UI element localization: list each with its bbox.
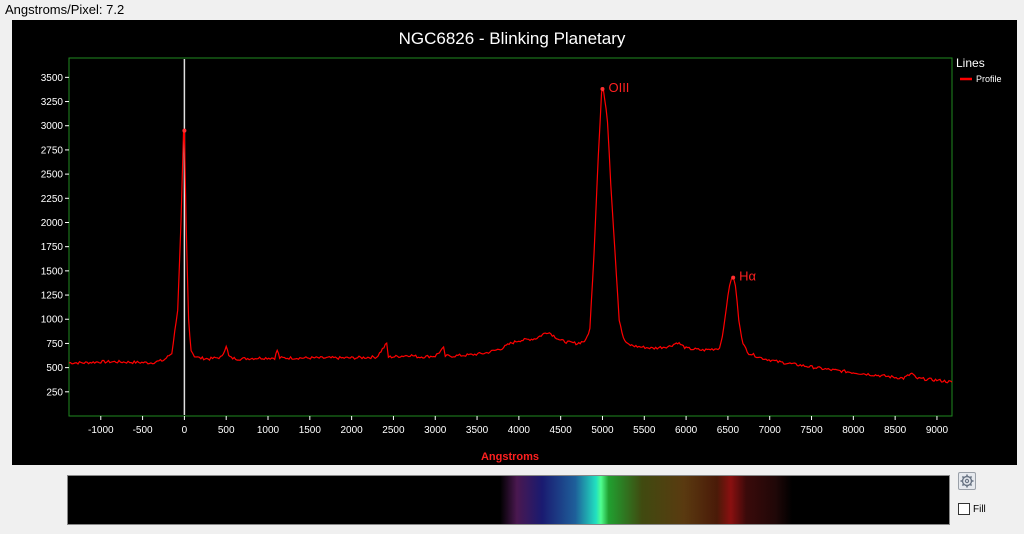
y-tick-label: 3500	[41, 73, 64, 84]
angstroms-per-pixel-label: Angstroms/Pixel: 7.2	[5, 2, 125, 17]
peak-marker	[600, 86, 605, 91]
y-tick-label: 3000	[41, 121, 64, 132]
peak-marker	[731, 275, 736, 280]
line-annotation: OIII	[608, 80, 629, 95]
y-tick-label: 250	[46, 387, 63, 398]
x-tick-label: 6500	[717, 425, 740, 436]
x-tick-label: 5000	[591, 425, 614, 436]
peak-marker	[182, 128, 187, 133]
x-tick-label: 5500	[633, 425, 656, 436]
x-tick-label: 2000	[341, 425, 364, 436]
y-tick-label: 1000	[41, 315, 64, 326]
line-annotation: Hα	[739, 269, 756, 284]
x-tick-label: 9000	[926, 425, 949, 436]
x-tick-label: -500	[133, 425, 153, 436]
x-tick-label: 4000	[508, 425, 531, 436]
y-tick-label: 500	[46, 363, 63, 374]
legend-title: Lines	[956, 56, 985, 70]
settings-button[interactable]	[958, 472, 976, 490]
x-tick-label: -1000	[88, 425, 114, 436]
x-tick-label: 1000	[257, 425, 280, 436]
fill-option[interactable]: Fill	[958, 503, 986, 515]
y-tick-label: 2250	[41, 194, 64, 205]
plot-frame	[68, 57, 953, 417]
y-axis: 250 500 750 1000 1250 1500 1750 2000 2250 2500 275…	[41, 73, 69, 398]
x-tick-label: 3500	[466, 425, 489, 436]
y-tick-label: 2500	[41, 170, 64, 181]
y-tick-label: 1250	[41, 291, 64, 302]
x-tick-label: 8500	[884, 425, 907, 436]
x-tick-label: 7500	[800, 425, 823, 436]
spectrum-color-band	[500, 476, 793, 524]
x-tick-label: 500	[218, 425, 235, 436]
chart-panel: NGC6826 - Blinking Planetary 250 500 750 10…	[12, 20, 1017, 465]
x-tick-label: 2500	[382, 425, 405, 436]
synthetic-spectrum-strip	[67, 475, 950, 525]
profile-series-line	[68, 87, 953, 384]
y-tick-label: 2000	[41, 218, 64, 229]
x-tick-label: 0	[182, 425, 188, 436]
y-tick-label: 1500	[41, 266, 64, 277]
legend-entry-profile: Profile	[976, 74, 1002, 84]
gear-icon	[960, 474, 974, 488]
legend: Lines Profile	[956, 56, 1002, 84]
peak-markers	[182, 86, 736, 280]
x-tick-label: 4500	[550, 425, 573, 436]
x-tick-label: 1500	[299, 425, 322, 436]
x-tick-label: 6000	[675, 425, 698, 436]
y-tick-label: 3250	[41, 97, 64, 108]
x-tick-label: 7000	[759, 425, 782, 436]
y-tick-label: 1750	[41, 242, 64, 253]
spectrum-profile-chart: NGC6826 - Blinking Planetary 250 500 750 10…	[41, 29, 1002, 463]
fill-label: Fill	[973, 503, 986, 515]
fill-checkbox[interactable]	[958, 503, 970, 515]
y-tick-label: 2750	[41, 145, 64, 156]
x-tick-label: 8000	[842, 425, 865, 436]
x-axis-title: Angstroms	[481, 451, 539, 463]
spectrum-gradient	[500, 476, 793, 524]
y-tick-label: 750	[46, 339, 63, 350]
chart-title: NGC6826 - Blinking Planetary	[399, 29, 626, 48]
line-annotations: OIII Hα	[608, 80, 756, 284]
x-axis: -1000 -500 0 500 1000 1500 2000 2500 3000 3500 400…	[88, 416, 949, 436]
x-tick-label: 3000	[424, 425, 447, 436]
